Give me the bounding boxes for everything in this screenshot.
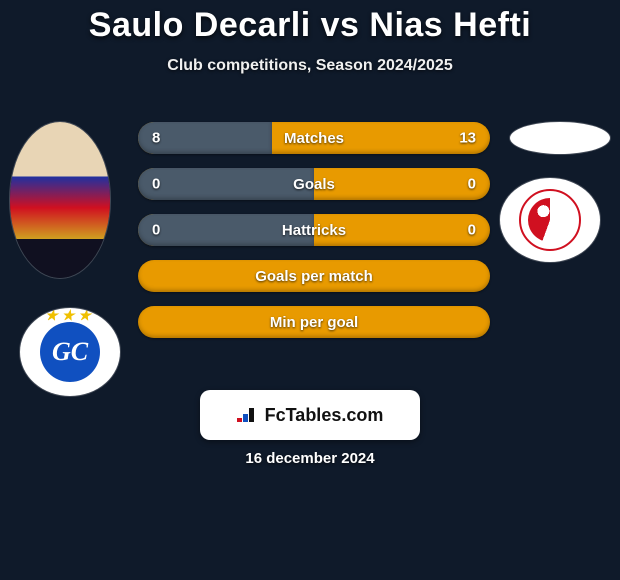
stat-right-value: 13 (459, 130, 476, 147)
stat-pill: 0 Goals 0 (138, 168, 490, 200)
player-right-avatar (510, 122, 610, 154)
stat-left-value: 0 (152, 176, 160, 193)
stat-pill: Goals per match (138, 260, 490, 292)
stat-left-fill (138, 168, 314, 200)
brand-text: FcTables.com (265, 405, 384, 426)
brand-icon (237, 406, 259, 424)
stat-pill: Min per goal (138, 306, 490, 338)
stat-label: Min per goal (270, 314, 358, 331)
comparison-subtitle: Club competitions, Season 2024/2025 (0, 57, 620, 75)
gc-stars: ★★★ (40, 308, 100, 325)
stat-left-value: 0 (152, 222, 160, 239)
sion-swoosh-icon (528, 198, 572, 242)
stat-right-value: 0 (468, 176, 476, 193)
stat-pill: 8 Matches 13 (138, 122, 490, 154)
stat-left-value: 8 (152, 130, 160, 147)
source-badge[interactable]: FcTables.com (200, 390, 420, 440)
player-left-avatar (10, 122, 110, 278)
gc-logo: ★★★ GC (40, 322, 100, 382)
stat-pill-list: 8 Matches 13 0 Goals 0 0 Hattricks 0 Goa… (138, 122, 490, 352)
player-left-club-badge: ★★★ GC (20, 308, 120, 396)
snapshot-date: 16 december 2024 (0, 450, 620, 467)
stat-right-value: 0 (468, 222, 476, 239)
player-right-club-badge (500, 178, 600, 262)
header: Saulo Decarli vs Nias Hefti Club competi… (0, 0, 620, 75)
gc-monogram: GC (52, 337, 88, 367)
sion-logo (519, 189, 581, 251)
stat-pill: 0 Hattricks 0 (138, 214, 490, 246)
stat-label: Goals per match (255, 268, 373, 285)
comparison-title: Saulo Decarli vs Nias Hefti (0, 6, 620, 45)
stat-label: Hattricks (282, 222, 346, 239)
stat-label: Matches (284, 130, 344, 147)
stat-label: Goals (293, 176, 335, 193)
